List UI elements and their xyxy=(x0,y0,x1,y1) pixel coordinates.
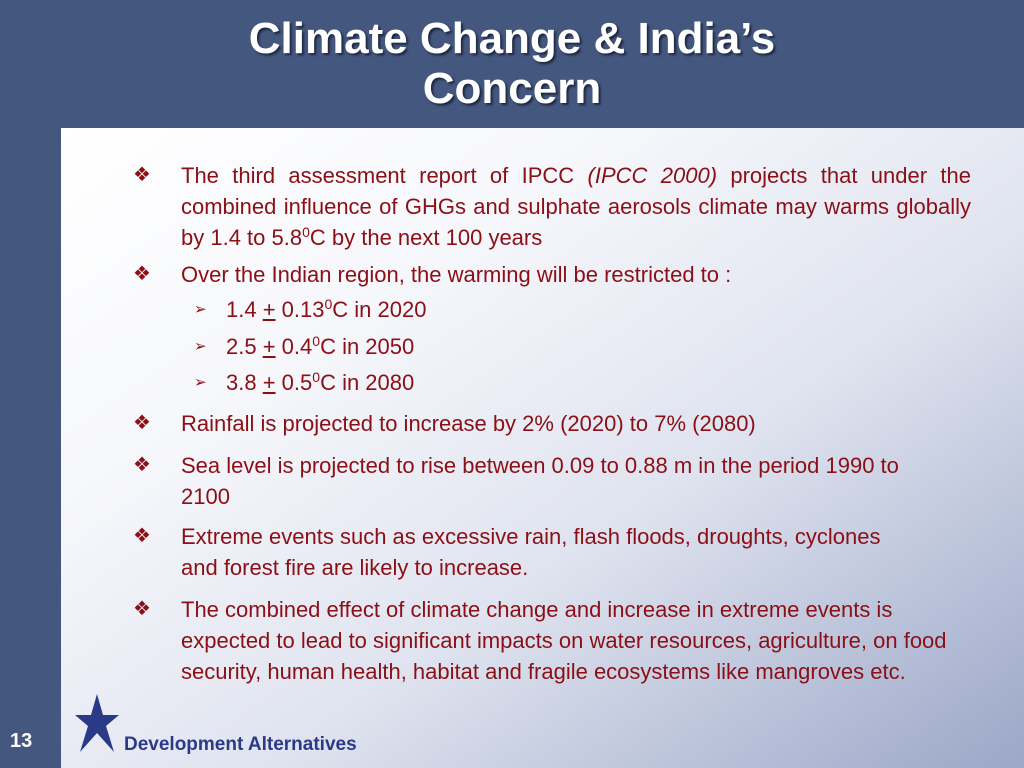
value-text: C in 2050 xyxy=(320,334,415,359)
title-line-2: Concern xyxy=(422,64,602,113)
degree-superscript: 0 xyxy=(312,369,321,385)
bullet-text: Sea level is projected to rise between 0… xyxy=(181,453,899,509)
sub-bullet-2020: 1.4 + 0.130C in 2020 xyxy=(226,294,926,325)
bullet-ipcc-report: The third assessment report of IPCC (IPC… xyxy=(181,160,971,253)
value-text: 2.5 xyxy=(226,334,263,359)
title-line-1: Climate Change & India’s xyxy=(248,14,776,63)
value-text: 1.4 xyxy=(226,297,263,322)
bullet-text: The combined effect of climate change an… xyxy=(181,597,947,684)
bullet-sea-level: Sea level is projected to rise between 0… xyxy=(181,450,941,512)
value-text: C in 2080 xyxy=(320,370,415,395)
four-diamond-icon: ❖ xyxy=(133,598,151,620)
value-text: 0.5 xyxy=(275,370,313,395)
brand-name: Development Alternatives xyxy=(124,734,357,755)
bullet-text: Extreme events such as excessive rain, f… xyxy=(181,524,881,580)
degree-superscript: 0 xyxy=(302,224,310,240)
bullet-extreme-events: Extreme events such as excessive rain, f… xyxy=(181,521,911,583)
sub-bullet-2080: 3.8 + 0.50C in 2080 xyxy=(226,367,926,398)
slide-title: Climate Change & India’s Concern xyxy=(0,14,1024,114)
bullet-list: ❖ The third assessment report of IPCC (I… xyxy=(61,128,1024,768)
value-text: 3.8 xyxy=(226,370,263,395)
sub-bullet-2050: 2.5 + 0.40C in 2050 xyxy=(226,331,926,362)
four-diamond-icon: ❖ xyxy=(133,412,151,434)
degree-superscript: 0 xyxy=(324,296,333,312)
arrowhead-icon: ➢ xyxy=(194,301,207,318)
bullet-rainfall: Rainfall is projected to increase by 2% … xyxy=(181,408,971,439)
bullet-text: projects that under the combined influen… xyxy=(181,163,971,250)
star-logo-icon xyxy=(75,694,119,752)
value-text: 0.4 xyxy=(275,334,313,359)
four-diamond-icon: ❖ xyxy=(133,164,151,186)
plus-minus-sign: + xyxy=(262,334,276,359)
bullet-indian-region: Over the Indian region, the warming will… xyxy=(181,259,971,290)
four-diamond-icon: ❖ xyxy=(133,525,151,547)
content-panel: ❖ The third assessment report of IPCC (I… xyxy=(61,128,1024,768)
bullet-text: Rainfall is projected to increase by 2% … xyxy=(181,411,756,436)
bullet-combined-effect: The combined effect of climate change an… xyxy=(181,594,971,687)
citation-text: (IPCC 2000) xyxy=(587,163,718,188)
four-diamond-icon: ❖ xyxy=(133,454,151,476)
bullet-text: Over the Indian region, the warming will… xyxy=(181,262,732,287)
value-text: 0.13 xyxy=(275,297,325,322)
arrowhead-icon: ➢ xyxy=(194,374,207,391)
value-text: C in 2020 xyxy=(332,297,427,322)
four-diamond-icon: ❖ xyxy=(133,263,151,285)
plus-minus-sign: + xyxy=(262,370,276,395)
degree-superscript: 0 xyxy=(312,333,321,349)
arrowhead-icon: ➢ xyxy=(194,338,207,355)
bullet-text: The third assessment report of IPCC xyxy=(181,163,588,188)
bullet-text: C by the next 100 years xyxy=(309,225,543,250)
plus-minus-sign: + xyxy=(262,297,276,322)
page-number: 13 xyxy=(10,730,33,752)
